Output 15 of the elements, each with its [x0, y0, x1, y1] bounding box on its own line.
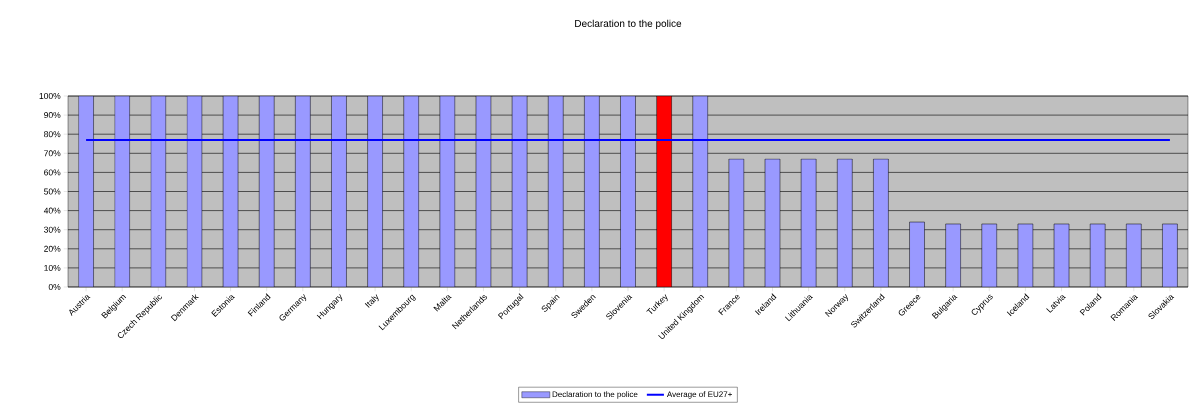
y-tick-label: 30%	[44, 226, 61, 233]
y-tick-label: 80%	[44, 131, 61, 138]
legend-label: Declaration to the police	[552, 391, 638, 399]
y-tick-label: 20%	[44, 245, 61, 252]
chart-title: Declaration to the police	[575, 19, 682, 29]
y-tick-label: 100%	[39, 93, 61, 100]
x-tick-label: Italy	[364, 294, 379, 308]
y-tick-label: 40%	[43, 207, 61, 214]
y-tick-label: 10%	[44, 264, 61, 271]
y-tick-label: 50%	[44, 188, 61, 195]
y-tick-label: 0%	[48, 284, 61, 290]
y-tick-label: 60%	[44, 169, 61, 176]
legend-label: Average of EU27+	[666, 391, 732, 399]
y-tick-label: 70%	[44, 150, 61, 157]
y-tick-label: 90%	[44, 112, 61, 119]
